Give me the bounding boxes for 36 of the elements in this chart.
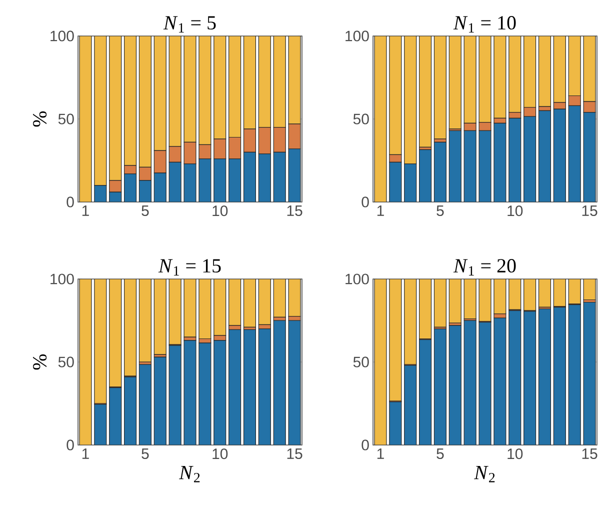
x-tick-label: 10 [508, 206, 523, 216]
x-tick-label: 5 [142, 448, 149, 459]
y-tick-label: 50 [353, 356, 369, 368]
chart-title: N$_{1}$ = 15 [158, 259, 221, 276]
chart-title: N$_{1}$ = 5 [163, 16, 216, 32]
y-tick-label: 0 [66, 440, 74, 450]
x-axis-title: N$_{2}$ [474, 466, 495, 482]
x-tick-label: 1 [82, 448, 89, 459]
x-tick-label: 5 [142, 206, 149, 216]
y-tick-label: 100 [50, 30, 74, 42]
chart-title: N$_{1}$ = 20 [453, 259, 516, 276]
x-tick-label: 10 [212, 206, 228, 216]
y-tick-label: 100 [346, 30, 369, 42]
y-tick-label: 0 [66, 196, 74, 208]
y-tick-label: 50 [58, 114, 74, 124]
y-axis-title: % [33, 354, 47, 370]
y-tick-label: 100 [50, 274, 74, 284]
y-tick-label: 0 [362, 196, 369, 208]
y-tick-label: 0 [362, 440, 369, 450]
x-tick-label: 1 [377, 448, 384, 459]
y-axis-title: % [33, 111, 47, 127]
x-tick-label: 1 [82, 206, 89, 216]
y-tick-label: 100 [346, 274, 369, 284]
x-tick-label: 15 [287, 206, 302, 216]
x-tick-label: 1 [377, 206, 384, 216]
x-tick-label: 15 [287, 448, 302, 459]
x-tick-label: 10 [508, 448, 523, 460]
x-tick-label: 15 [582, 448, 598, 459]
x-tick-label: 15 [582, 206, 598, 216]
x-tick-label: 5 [436, 206, 444, 216]
y-tick-label: 50 [353, 114, 369, 124]
x-axis-title: N$_{2}$ [178, 466, 200, 482]
x-tick-label: 10 [212, 448, 228, 460]
y-tick-label: 50 [58, 356, 74, 368]
x-tick-label: 5 [436, 448, 444, 459]
chart-title: N$_{1}$ = 10 [453, 16, 516, 32]
